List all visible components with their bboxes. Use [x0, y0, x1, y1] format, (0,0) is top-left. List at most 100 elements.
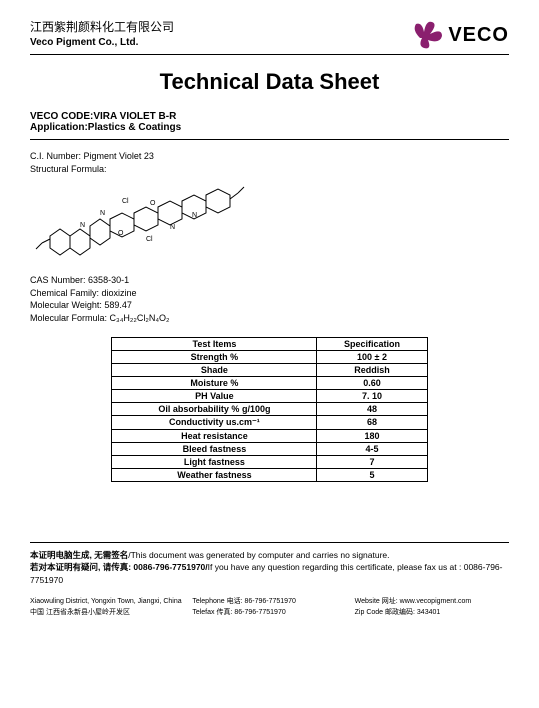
table-cell-spec: 180: [317, 429, 427, 442]
header-divider: [30, 54, 509, 55]
svg-text:Cl: Cl: [122, 198, 129, 205]
footer-zip: Zip Code 邮政编码: 343401: [355, 608, 509, 617]
code-label: VECO CODE:: [30, 111, 93, 122]
zip-label: Zip Code 邮政编码:: [355, 609, 415, 616]
mw-row: Molecular Weight: 589.47: [30, 299, 509, 312]
cas-value: 6358-30-1: [88, 275, 129, 285]
logo: VECO: [410, 20, 509, 50]
ci-number: C.I. Number: Pigment Violet 23: [30, 150, 509, 163]
table-cell-spec: 68: [317, 415, 427, 429]
structural-formula-label: Structural Formula:: [30, 163, 509, 176]
footer-fax: Telefax 传真: 86-796-7751970: [192, 608, 346, 617]
table-cell-spec: 100 ± 2: [317, 350, 427, 363]
table-row: Conductivity us.cm⁻¹68: [112, 415, 427, 429]
svg-text:N: N: [170, 224, 175, 231]
web-val: www.vecopigment.com: [400, 598, 472, 605]
family-label: Chemical Family:: [30, 288, 99, 298]
table-header-row: Test Items Specification: [112, 337, 427, 350]
page-title: Technical Data Sheet: [30, 69, 509, 95]
footnote-block: 本证明电脑生成, 无需签名/This document was generate…: [30, 549, 509, 587]
flower-icon: [410, 20, 444, 50]
table-cell-item: Moisture %: [112, 376, 317, 389]
footer-grid: Xiaowuling District, Yongxin Town, Jiang…: [30, 597, 509, 617]
table-cell-item: Light fastness: [112, 455, 317, 468]
table-row: Oil absorbability % g/100g48: [112, 402, 427, 415]
table-row: Bleed fastness4-5: [112, 442, 427, 455]
table-cell-item: Oil absorbability % g/100g: [112, 402, 317, 415]
footnote1-en: /This document was generated by computer…: [128, 550, 389, 560]
cas-label: CAS Number:: [30, 275, 86, 285]
table-row: Heat resistance180: [112, 429, 427, 442]
footer-tel: Telephone 电话: 86-796-7751970: [192, 597, 346, 606]
mf-label: Molecular Formula:: [30, 313, 107, 323]
chem-info: CAS Number: 6358-30-1 Chemical Family: d…: [30, 274, 509, 324]
table-cell-spec: 5: [317, 468, 427, 481]
svg-text:O: O: [118, 230, 124, 237]
svg-text:N: N: [192, 212, 197, 219]
table-cell-item: Bleed fastness: [112, 442, 317, 455]
table-row: Weather fastness5: [112, 468, 427, 481]
ci-label: C.I. Number:: [30, 151, 81, 161]
table-cell-item: Weather fastness: [112, 468, 317, 481]
table-cell-spec: 7. 10: [317, 389, 427, 402]
table-cell-spec: 0.60: [317, 376, 427, 389]
table-cell-item: Heat resistance: [112, 429, 317, 442]
table-row: Moisture %0.60: [112, 376, 427, 389]
fax-label: Telefax 传真:: [192, 609, 232, 616]
section-divider-2: [30, 542, 509, 543]
table-cell-item: PH Value: [112, 389, 317, 402]
footnote-1: 本证明电脑生成, 无需签名/This document was generate…: [30, 549, 509, 562]
table-cell-spec: 4-5: [317, 442, 427, 455]
web-label: Website 网址:: [355, 598, 398, 605]
table-cell-spec: Reddish: [317, 363, 427, 376]
mw-value: 589.47: [104, 300, 132, 310]
mw-label: Molecular Weight:: [30, 300, 102, 310]
spec-table: Test Items Specification Strength %100 ±…: [111, 337, 427, 482]
application-line: Application:Plastics & Coatings: [30, 122, 509, 133]
footnote1-cn: 本证明电脑生成, 无需签名: [30, 550, 128, 560]
table-row: PH Value7. 10: [112, 389, 427, 402]
company-name-cn: 江西紫荆颜料化工有限公司: [30, 20, 174, 36]
info-block: C.I. Number: Pigment Violet 23 Structura…: [30, 150, 509, 175]
fax-val: 86-796-7751970: [234, 609, 285, 616]
tel-val: 86-796-7751970: [244, 598, 295, 605]
mf-value: C₃₄H₂₂Cl₂N₄O₂: [110, 313, 170, 323]
table-cell-item: Strength %: [112, 350, 317, 363]
family-row: Chemical Family: dioxizine: [30, 287, 509, 300]
svg-text:N: N: [80, 222, 85, 229]
application-value: Plastics & Coatings: [88, 122, 181, 133]
footer-web: Website 网址: www.vecopigment.com: [355, 597, 509, 606]
svg-text:O: O: [150, 200, 156, 207]
table-header-spec: Specification: [317, 337, 427, 350]
ci-value: Pigment Violet 23: [84, 151, 154, 161]
logo-text: VECO: [448, 24, 509, 47]
table-cell-spec: 48: [317, 402, 427, 415]
table-row: ShadeReddish: [112, 363, 427, 376]
table-cell-spec: 7: [317, 455, 427, 468]
svg-text:N: N: [100, 210, 105, 217]
tel-label: Telephone 电话:: [192, 598, 242, 605]
footnote2-cn: 若对本证明有疑问, 请传真:: [30, 562, 131, 572]
table-cell-item: Shade: [112, 363, 317, 376]
application-label: Application:: [30, 122, 88, 133]
table-header-items: Test Items: [112, 337, 317, 350]
footer-addr-en: Xiaowuling District, Yongxin Town, Jiang…: [30, 597, 184, 606]
company-block: 江西紫荆颜料化工有限公司 Veco Pigment Co., Ltd.: [30, 20, 174, 49]
cas-row: CAS Number: 6358-30-1: [30, 274, 509, 287]
table-row: Light fastness7: [112, 455, 427, 468]
mf-row: Molecular Formula: C₃₄H₂₂Cl₂N₄O₂: [30, 312, 509, 325]
company-name-en: Veco Pigment Co., Ltd.: [30, 36, 174, 49]
svg-text:Cl: Cl: [146, 236, 153, 243]
header: 江西紫荆颜料化工有限公司 Veco Pigment Co., Ltd. VECO: [30, 20, 509, 50]
table-cell-item: Conductivity us.cm⁻¹: [112, 415, 317, 429]
family-value: dioxizine: [102, 288, 137, 298]
table-row: Strength %100 ± 2: [112, 350, 427, 363]
code-line: VECO CODE:VIRA VIOLET B-R: [30, 111, 509, 122]
section-divider-1: [30, 139, 509, 140]
code-value: VIRA VIOLET B-R: [93, 111, 176, 122]
footnote-2: 若对本证明有疑问, 请传真: 0086-796-7751970/If you h…: [30, 561, 509, 587]
structural-formula-diagram: Cl Cl N N O O N N: [30, 181, 509, 266]
footer-addr-cn: 中国 江西省永新县小屋岭开发区: [30, 608, 184, 617]
zip-val: 343401: [417, 609, 440, 616]
footnote2-mid: 0086-796-7751970/: [131, 562, 208, 572]
